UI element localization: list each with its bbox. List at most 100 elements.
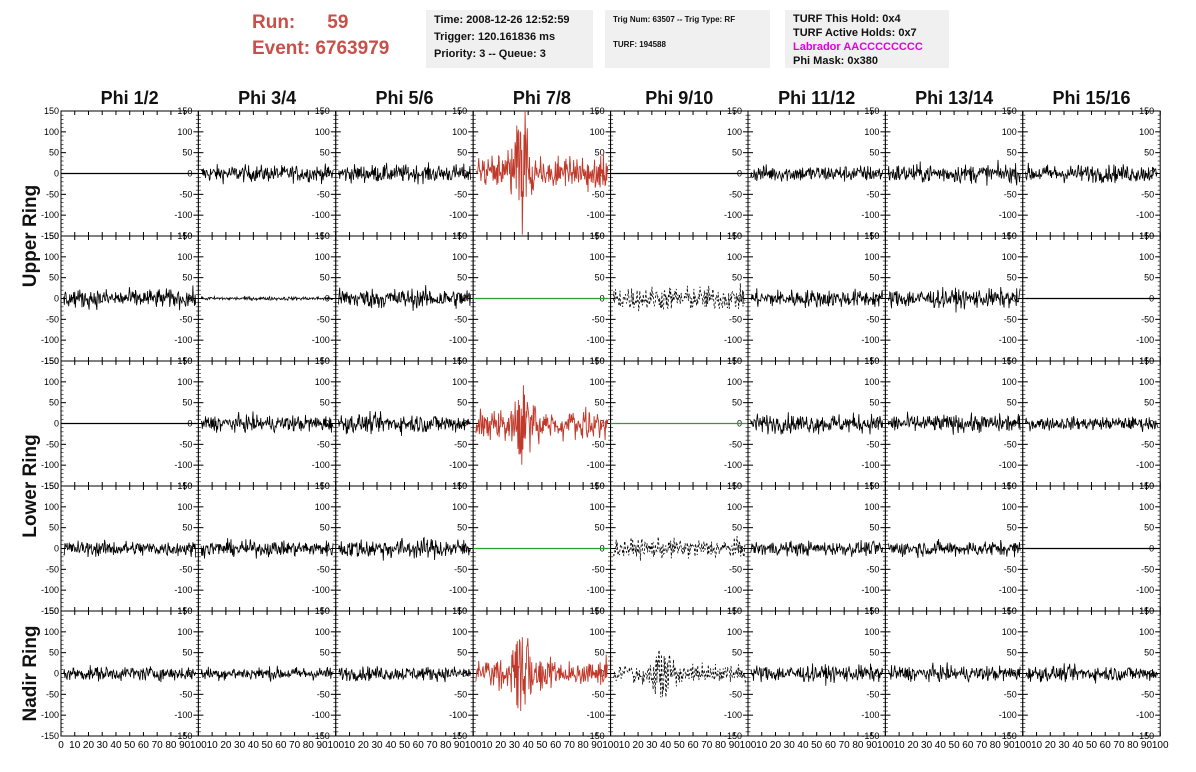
y-tick-label: 100 <box>590 502 605 512</box>
waveform-trace <box>200 538 334 559</box>
x-tick-label: 70 <box>1113 740 1125 751</box>
y-tick-label: 100 <box>590 127 605 137</box>
y-tick-label: -150 <box>861 731 879 741</box>
priority-text: Priority: 3 -- Queue: 3 <box>434 48 546 60</box>
y-tick-label: -50 <box>454 564 467 574</box>
y-tick-label: 100 <box>177 127 192 137</box>
y-tick-label: 100 <box>44 127 59 137</box>
x-tick-label: 60 <box>687 740 699 751</box>
y-tick-label: -150 <box>587 731 605 741</box>
y-tick-label: 100 <box>177 377 192 387</box>
x-tick-label: 100 <box>602 740 619 751</box>
y-tick-label: 50 <box>595 398 605 408</box>
y-tick-label: -50 <box>592 564 605 574</box>
x-tick-label: 20 <box>358 740 370 751</box>
y-tick-label: 100 <box>590 627 605 637</box>
y-tick-label: -100 <box>724 585 742 595</box>
y-tick-label: 100 <box>727 127 742 137</box>
y-tick-label: 50 <box>869 648 879 658</box>
y-tick-label: -50 <box>179 189 192 199</box>
y-tick-label: -150 <box>174 731 192 741</box>
waveform-trace <box>200 411 334 434</box>
y-tick-label: 100 <box>864 627 879 637</box>
y-tick-label: 100 <box>44 252 59 262</box>
y-tick-label: -100 <box>724 710 742 720</box>
waveform-trace <box>338 285 471 311</box>
waveform-trace <box>887 538 1021 559</box>
column-header: Phi 1/2 <box>101 88 159 108</box>
y-tick-label: 100 <box>727 627 742 637</box>
x-tick-label: 30 <box>784 740 796 751</box>
x-tick-label: 30 <box>234 740 246 751</box>
waveform-trace <box>338 162 471 185</box>
x-tick-label: 100 <box>740 740 757 751</box>
x-tick-label: 90 <box>454 740 466 751</box>
x-tick-label: 80 <box>852 740 864 751</box>
x-tick-label: 80 <box>1127 740 1139 751</box>
waveform-trace <box>1025 162 1158 184</box>
x-tick-label: 50 <box>262 740 274 751</box>
column-header: Phi 5/6 <box>375 88 433 108</box>
x-tick-label: 50 <box>399 740 411 751</box>
waveform-trace <box>887 286 1021 313</box>
y-tick-label: 100 <box>177 252 192 262</box>
trig-info-box: Trig Num: 63507 -- Trig Type: RF TURF: 1… <box>605 10 770 68</box>
y-tick-label: -150 <box>41 231 59 241</box>
y-tick-label: 100 <box>1002 627 1017 637</box>
y-tick-label: 0 <box>54 294 59 304</box>
y-tick-label: 100 <box>1002 252 1017 262</box>
waveform-trace <box>475 110 609 235</box>
y-tick-label: 100 <box>727 377 742 387</box>
x-tick-label: 50 <box>949 740 961 751</box>
y-tick-label: 100 <box>315 127 330 137</box>
y-tick-label: 0 <box>737 544 742 554</box>
y-tick-label: 100 <box>452 377 467 387</box>
y-tick-label: -50 <box>179 439 192 449</box>
x-tick-label: 40 <box>110 740 122 751</box>
y-tick-label: -100 <box>587 460 605 470</box>
y-tick-label: 50 <box>869 398 879 408</box>
y-tick-label: 50 <box>457 648 467 658</box>
y-tick-label: -50 <box>46 564 59 574</box>
x-tick-label: 10 <box>756 740 768 751</box>
x-tick-label: 80 <box>165 740 177 751</box>
x-tick-label: 10 <box>69 740 81 751</box>
x-tick-label: 30 <box>509 740 521 751</box>
y-tick-label: 50 <box>869 273 879 283</box>
y-tick-label: 50 <box>732 148 742 158</box>
y-tick-label: 150 <box>44 231 59 241</box>
x-tick-label: 50 <box>536 740 548 751</box>
y-tick-label: 50 <box>595 148 605 158</box>
x-tick-label: 100 <box>327 740 344 751</box>
y-tick-label: -50 <box>179 689 192 699</box>
y-tick-label: -150 <box>312 731 330 741</box>
y-tick-label: -50 <box>592 189 605 199</box>
y-tick-label: -100 <box>999 585 1017 595</box>
x-tick-label: 100 <box>877 740 894 751</box>
time-info-box: Time: 2008-12-26 12:52:59 Trigger: 120.1… <box>426 10 593 68</box>
x-tick-label: 90 <box>316 740 328 751</box>
turf-hold-text: TURF This Hold: 0x4 <box>793 13 901 25</box>
x-tick-label: 40 <box>660 740 672 751</box>
ring-label: Lower Ring <box>20 434 41 537</box>
y-tick-label: -50 <box>729 189 742 199</box>
y-tick-label: 100 <box>44 502 59 512</box>
y-tick-label: 100 <box>1002 502 1017 512</box>
x-tick-label: 80 <box>578 740 590 751</box>
waveform-trace <box>338 666 471 683</box>
event-row: Event: 6763979 <box>252 36 389 62</box>
y-tick-label: 50 <box>1007 523 1017 533</box>
y-tick-label: -100 <box>1136 460 1154 470</box>
x-tick-label: 50 <box>811 740 823 751</box>
x-tick-label: 90 <box>591 740 603 751</box>
y-tick-label: -50 <box>454 314 467 324</box>
y-tick-label: -100 <box>999 460 1017 470</box>
waveform-trace <box>63 285 197 311</box>
y-tick-label: -50 <box>46 439 59 449</box>
x-tick-label: 100 <box>1014 740 1031 751</box>
y-tick-label: 50 <box>1144 523 1154 533</box>
y-tick-label: 100 <box>864 127 879 137</box>
y-tick-label: 0 <box>1149 419 1154 429</box>
y-tick-label: -100 <box>587 585 605 595</box>
y-tick-label: -50 <box>729 564 742 574</box>
